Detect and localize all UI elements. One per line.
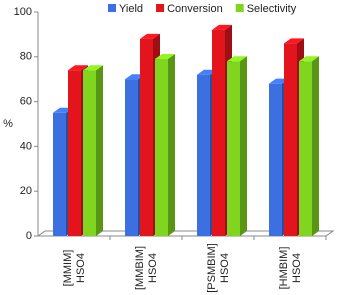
bar-front bbox=[125, 79, 138, 236]
x-tick-label: [PSMBIM] bbox=[206, 243, 218, 293]
legend-swatch bbox=[235, 4, 244, 12]
legend-swatch bbox=[108, 4, 116, 12]
bar-top bbox=[140, 33, 160, 39]
bar-top bbox=[83, 65, 103, 71]
y-tick-label: 80 bbox=[20, 51, 32, 63]
y-tick-label: 0 bbox=[26, 230, 32, 242]
bar-top bbox=[155, 54, 175, 60]
bar-front bbox=[269, 83, 282, 237]
bar-front bbox=[83, 70, 96, 237]
bar-top bbox=[284, 38, 304, 44]
bar-side bbox=[96, 65, 103, 237]
x-tick-label: [HMBIM] bbox=[278, 247, 290, 290]
bar-front bbox=[212, 29, 225, 237]
bar-side bbox=[312, 56, 319, 236]
bar-top bbox=[227, 56, 247, 62]
x-tick-label: HSO4 bbox=[147, 253, 159, 283]
x-tick-label: HSO4 bbox=[219, 253, 231, 283]
bar bbox=[299, 56, 319, 236]
bar-front bbox=[155, 59, 168, 236]
bar-top bbox=[299, 56, 319, 62]
bar-front bbox=[284, 43, 297, 236]
legend-label: Selectivity bbox=[247, 3, 297, 15]
y-axis-label: % bbox=[3, 118, 13, 130]
y-tick-label: 20 bbox=[20, 185, 32, 197]
bar-front bbox=[140, 38, 153, 236]
bar-top bbox=[212, 24, 232, 30]
y-tick-label: 100 bbox=[14, 6, 32, 18]
bar-front bbox=[68, 70, 81, 237]
x-tick-label: HSO4 bbox=[291, 253, 303, 283]
bar-side bbox=[168, 54, 175, 236]
x-tick-label: HSO4 bbox=[75, 253, 87, 283]
bar-front bbox=[53, 112, 66, 236]
x-tick-label: [MMBIM] bbox=[134, 246, 146, 290]
bar bbox=[227, 56, 247, 236]
y-tick-label: 40 bbox=[20, 140, 32, 152]
bar-side bbox=[240, 56, 247, 236]
bar bbox=[155, 54, 175, 236]
bar bbox=[83, 65, 103, 237]
legend-swatch bbox=[156, 4, 165, 12]
bar-top bbox=[68, 65, 88, 71]
y-tick-label: 60 bbox=[20, 96, 32, 108]
legend-label: Conversion bbox=[167, 3, 223, 15]
bar-front bbox=[227, 61, 240, 236]
bar-front bbox=[197, 74, 210, 236]
x-tick-label: [MMIM] bbox=[62, 250, 74, 287]
bar-front bbox=[299, 61, 312, 236]
legend-label: Yield bbox=[119, 3, 143, 15]
